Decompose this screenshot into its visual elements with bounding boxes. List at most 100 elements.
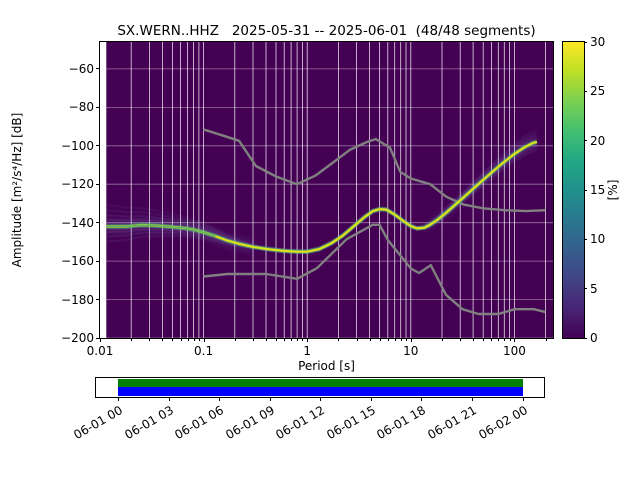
- x-tick-mark: [369, 338, 371, 341]
- colorbar-tick-mark: [584, 337, 587, 339]
- x-tick-mark: [509, 338, 511, 341]
- y-tick-mark: [96, 183, 100, 185]
- timeline-green-bar: [118, 379, 523, 387]
- timeline-tick-mark: [522, 398, 524, 401]
- timeline-coverage-bar: [95, 377, 545, 398]
- x-tick-mark: [400, 338, 402, 341]
- timeline-tick-label: 06-01 00: [71, 403, 125, 443]
- colorbar-tick-label: 20: [590, 133, 606, 148]
- x-tick-mark: [162, 338, 164, 341]
- timeline-tick-mark: [269, 398, 271, 401]
- x-tick-label: 100: [502, 344, 526, 358]
- noise-model-low-nlnm-line: [203, 223, 546, 316]
- x-tick-mark: [406, 338, 407, 341]
- timeline-tick-mark: [168, 398, 170, 401]
- x-tick-mark: [545, 338, 547, 341]
- x-tick-mark: [504, 338, 506, 341]
- timeline-tick-label: 06-01 09: [222, 403, 277, 443]
- colorbar-tick-label: 5: [590, 281, 598, 296]
- timeline-tick-label: 06-01 18: [374, 403, 429, 443]
- y-tick-mark: [96, 299, 100, 301]
- x-tick-mark: [338, 338, 340, 341]
- plot-title: SX.WERN..HHZ 2025-05-31 -- 2025-06-01 (4…: [117, 23, 536, 39]
- x-tick-mark: [266, 338, 267, 341]
- y-tick-label: −120: [61, 177, 94, 192]
- timeline-tick-mark: [370, 398, 372, 401]
- x-tick-mark: [473, 338, 475, 341]
- x-tick-mark: [297, 338, 299, 341]
- timeline-tick-label: 06-01 06: [172, 403, 227, 443]
- timeline-tick-label: 06-01 03: [121, 403, 176, 443]
- x-tick-mark: [234, 338, 236, 341]
- x-tick-mark: [410, 338, 412, 342]
- timeline-blue-bar: [118, 387, 523, 396]
- x-tick-mark: [491, 338, 493, 341]
- x-tick-mark: [483, 338, 485, 341]
- plot-area: [99, 41, 554, 339]
- colorbar-tick-mark: [584, 189, 587, 191]
- ppsd-plot-svg: [100, 42, 553, 338]
- x-tick-label: 0.01: [86, 344, 114, 358]
- x-tick-mark: [387, 338, 389, 341]
- x-tick-mark: [307, 338, 309, 342]
- y-tick-label: −180: [61, 292, 94, 307]
- x-tick-label: 0.1: [194, 344, 214, 358]
- timeline-tick-mark: [421, 398, 423, 401]
- y-tick-mark: [96, 222, 100, 224]
- colorbar-tick-label: 10: [590, 232, 606, 247]
- colorbar-tick-label: 30: [590, 35, 606, 49]
- colorbar-label: [%]: [606, 179, 620, 201]
- y-tick-label: −200: [61, 331, 94, 345]
- colorbar-tick-label: 0: [590, 331, 598, 345]
- timeline-tick-label: 06-01 21: [425, 403, 479, 443]
- y-tick-mark: [96, 145, 100, 147]
- colorbar-tick-mark: [584, 41, 587, 43]
- y-tick-label: −100: [61, 138, 94, 153]
- noise-model-high-nhnm-line: [203, 128, 546, 213]
- x-tick-mark: [198, 338, 200, 341]
- colorbar-tick-mark: [584, 288, 587, 290]
- x-tick-mark: [149, 338, 151, 341]
- psd-mode-curve-teal-segment: [106, 224, 216, 237]
- timeline-tick-label: 06-01 15: [324, 403, 378, 443]
- x-tick-mark: [131, 338, 133, 341]
- colorbar-tick-label: 15: [590, 183, 606, 197]
- y-tick-label: −160: [61, 254, 94, 269]
- y-axis-label: Amplitude [m²/s⁴/Hz] [dB]: [10, 112, 24, 268]
- colorbar-tick-label: 25: [590, 84, 606, 99]
- x-tick-mark: [100, 338, 101, 342]
- x-tick-mark: [379, 338, 381, 341]
- colorbar-tick-mark: [584, 238, 587, 240]
- x-tick-mark: [302, 338, 304, 341]
- y-tick-mark: [96, 68, 100, 70]
- timeline-tick-mark: [320, 398, 322, 401]
- x-tick-mark: [291, 338, 293, 341]
- x-axis-label: Period [s]: [298, 359, 355, 373]
- timeline-tick-mark: [471, 398, 473, 401]
- x-tick-mark: [253, 338, 254, 341]
- x-tick-mark: [514, 338, 516, 342]
- psd-histogram-background: [106, 42, 553, 338]
- x-tick-mark: [203, 338, 205, 342]
- x-tick-mark: [180, 338, 182, 341]
- x-tick-mark: [172, 338, 174, 341]
- colorbar-tick-mark: [584, 140, 587, 142]
- x-tick-mark: [442, 338, 443, 341]
- timeline-tick-label: 06-02 00: [475, 403, 530, 443]
- colorbar-tick-mark: [584, 90, 587, 92]
- x-tick-mark: [498, 338, 500, 341]
- x-tick-label: 10: [403, 344, 419, 358]
- x-tick-mark: [193, 338, 195, 341]
- y-tick-label: −60: [68, 61, 94, 76]
- y-tick-mark: [96, 260, 100, 262]
- x-tick-mark: [394, 338, 396, 341]
- colorbar-gradient: [562, 41, 585, 339]
- x-tick-label: 1: [303, 344, 311, 358]
- y-tick-mark: [96, 337, 100, 339]
- timeline-tick-label: 06-01 12: [273, 403, 328, 443]
- x-tick-mark: [356, 338, 358, 341]
- x-tick-mark: [284, 338, 286, 341]
- x-tick-mark: [187, 338, 189, 341]
- timeline-tick-mark: [118, 398, 119, 401]
